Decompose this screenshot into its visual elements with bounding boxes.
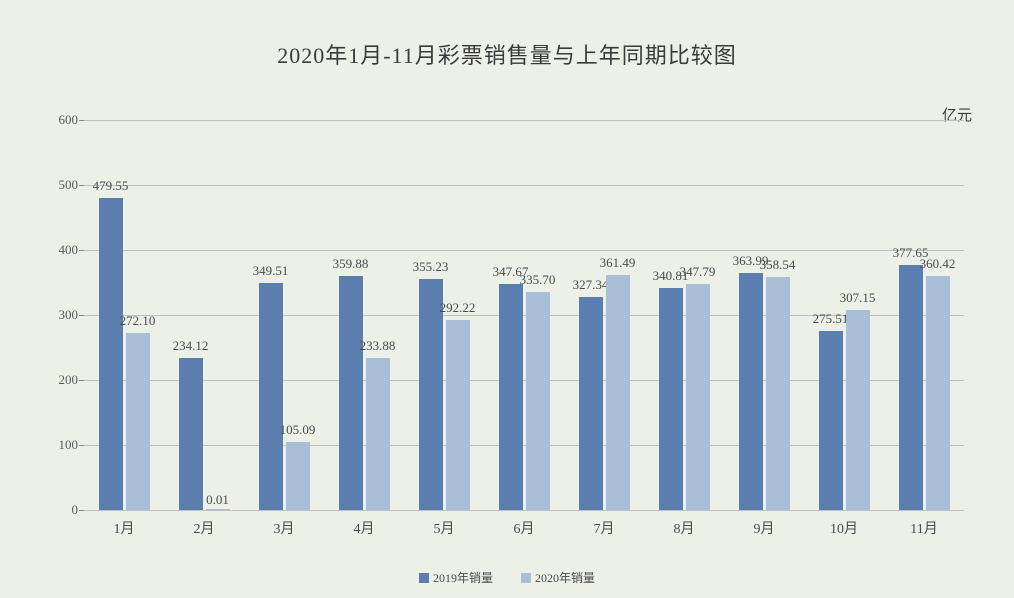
y-tick-label: 100 (40, 437, 78, 453)
bar-2019 (819, 331, 843, 510)
y-tick-label: 600 (40, 112, 78, 128)
bar-2020 (446, 320, 470, 510)
bar-2020 (366, 358, 390, 510)
y-tick-label: 300 (40, 307, 78, 323)
x-tick-label: 9月 (724, 518, 804, 538)
chart-plot-area: 01002003004005006001月479.55272.102月234.1… (84, 120, 964, 510)
bar-2020 (206, 509, 230, 510)
bar-value-label: 358.54 (738, 257, 818, 273)
bar-value-label: 359.88 (311, 256, 391, 272)
legend-label: 2019年销量 (433, 571, 493, 585)
bar-2020 (526, 292, 550, 510)
y-tick-mark (79, 315, 84, 316)
bar-2019 (179, 358, 203, 510)
bar-2019 (899, 265, 923, 510)
bar-value-label: 349.51 (231, 263, 311, 279)
gridline (84, 250, 964, 251)
bar-2019 (259, 283, 283, 510)
x-tick-label: 5月 (404, 518, 484, 538)
bar-2019 (499, 284, 523, 510)
bar-value-label: 307.15 (818, 290, 898, 306)
y-tick-mark (79, 380, 84, 381)
bar-value-label: 355.23 (391, 259, 471, 275)
bar-2020 (606, 275, 630, 510)
x-tick-label: 7月 (564, 518, 644, 538)
bar-2020 (926, 276, 950, 510)
bar-2019 (739, 273, 763, 510)
bar-value-label: 0.01 (178, 492, 258, 508)
bar-2020 (846, 310, 870, 510)
bar-2019 (339, 276, 363, 510)
legend-label: 2020年销量 (535, 571, 595, 585)
y-tick-label: 200 (40, 372, 78, 388)
x-tick-label: 11月 (884, 518, 964, 538)
x-tick-label: 2月 (164, 518, 244, 538)
y-tick-mark (79, 445, 84, 446)
x-tick-label: 1月 (84, 518, 164, 538)
legend-swatch (521, 573, 531, 583)
chart-legend: 2019年销量 2020年销量 (0, 569, 1014, 586)
bar-value-label: 292.22 (418, 300, 498, 316)
bar-value-label: 234.12 (151, 338, 231, 354)
bar-2020 (686, 284, 710, 510)
chart-container: 2020年1月-11月彩票销售量与上年同期比较图 亿元 010020030040… (0, 0, 1014, 598)
x-tick-label: 8月 (644, 518, 724, 538)
legend-item: 2019年销量 (419, 569, 493, 586)
x-tick-label: 6月 (484, 518, 564, 538)
x-tick-label: 3月 (244, 518, 324, 538)
y-tick-mark (79, 120, 84, 121)
bar-2019 (659, 288, 683, 510)
y-tick-mark (79, 250, 84, 251)
bar-value-label: 272.10 (98, 313, 178, 329)
bar-2020 (126, 333, 150, 510)
legend-swatch (419, 573, 429, 583)
bar-2019 (579, 297, 603, 510)
bar-2019 (99, 198, 123, 510)
chart-title: 2020年1月-11月彩票销售量与上年同期比较图 (0, 38, 1014, 70)
bar-2020 (766, 277, 790, 510)
y-tick-label: 400 (40, 242, 78, 258)
bar-value-label: 233.88 (338, 338, 418, 354)
x-tick-label: 10月 (804, 518, 884, 538)
y-tick-label: 0 (40, 502, 78, 518)
bar-value-label: 360.42 (898, 256, 978, 272)
gridline (84, 185, 964, 186)
x-tick-label: 4月 (324, 518, 404, 538)
bar-value-label: 105.09 (258, 422, 338, 438)
legend-item: 2020年销量 (521, 569, 595, 586)
bar-2020 (286, 442, 310, 510)
y-tick-mark (79, 510, 84, 511)
gridline (84, 510, 964, 511)
gridline (84, 120, 964, 121)
bar-value-label: 479.55 (71, 178, 151, 194)
